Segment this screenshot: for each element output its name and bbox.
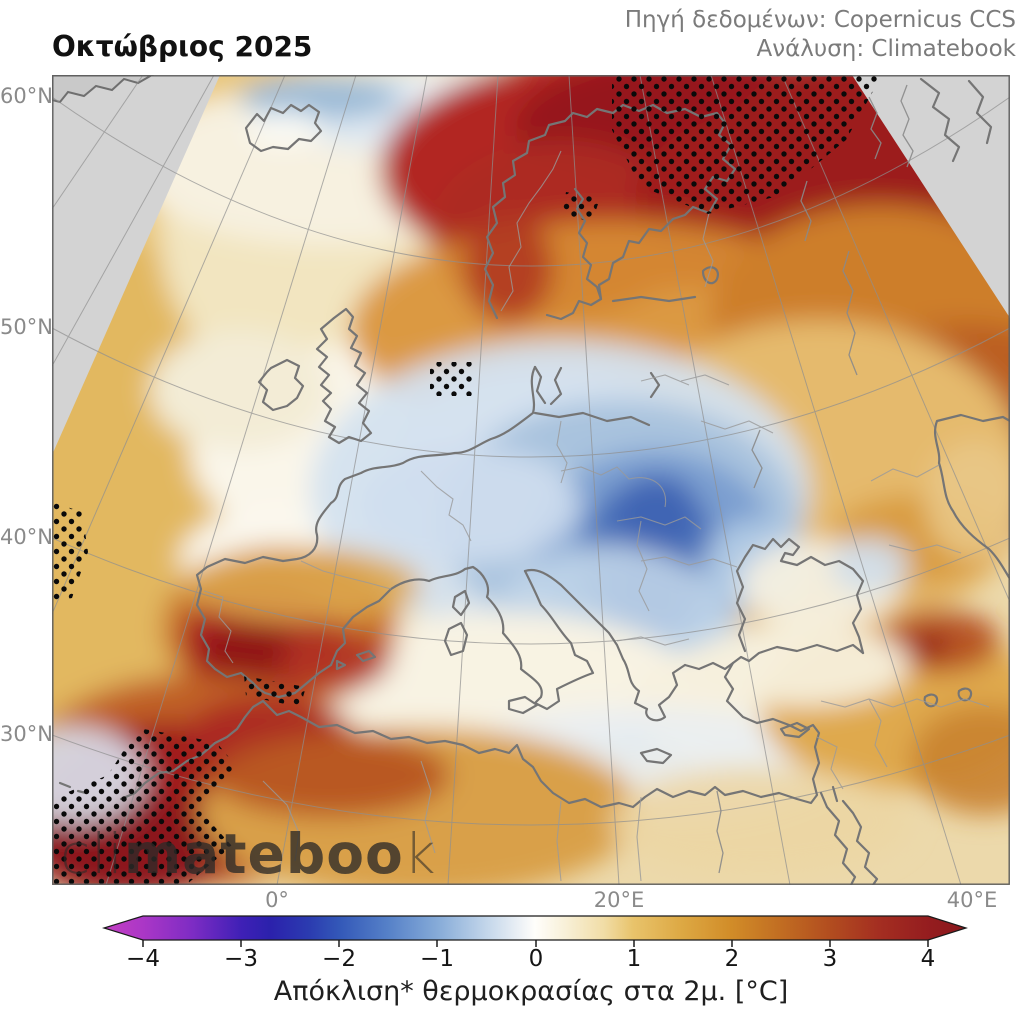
stipple-overlay [52, 75, 882, 885]
colorbar-tick-label: 1 [626, 946, 642, 972]
lat-label-50n: 50°N [0, 315, 53, 339]
rivers [716, 84, 914, 874]
watermark-bold: mateboo [123, 822, 404, 886]
lat-label-40n: 40°N [0, 525, 53, 549]
colorbar-tick-label: 2 [724, 946, 740, 972]
colorbar-gradient-bar [101, 915, 968, 941]
source-attribution: Πηγή δεδομένων: Copernicus CCS Ανάλυση: … [625, 6, 1016, 65]
page-title: Οκτώβριος 2025 [52, 30, 313, 63]
coastlines [58, 77, 1010, 885]
colorbar-tick-label: −3 [224, 946, 258, 972]
watermark-light-suffix: k [403, 822, 437, 886]
lat-label-30n: 30°N [0, 722, 53, 746]
watermark-logo: climatebook [60, 822, 437, 886]
lon-label-0: 0° [265, 888, 289, 912]
nodata-wedge-topright [852, 75, 1010, 318]
colorbar-tick-label: 0 [528, 946, 544, 972]
map-frame [52, 75, 1010, 885]
colorbar-caption: Απόκλιση* θερμοκρασίας στα 2μ. [°C] [273, 976, 789, 1007]
colorbar-tick-label: −2 [322, 946, 356, 972]
nodata-wedge-topleft [52, 75, 220, 455]
lat-label-60n: 60°N [0, 84, 53, 108]
colorbar [101, 915, 968, 947]
lon-label-40e: 40°E [946, 888, 998, 912]
graticule [52, 75, 1010, 885]
data-source-line: Πηγή δεδομένων: Copernicus CCS [624, 7, 1016, 33]
lon-label-20e: 20°E [593, 888, 645, 912]
colorbar-tick-label: −1 [420, 946, 454, 972]
colorbar-tick-marks [142, 940, 929, 947]
country-borders [203, 150, 990, 882]
analysis-line: Ανάλυση: Climatebook [756, 36, 1016, 63]
colorbar-tick-label: −4 [126, 946, 160, 972]
colorbar-tick-label: 4 [920, 946, 936, 972]
anomaly-map-canvas [52, 75, 1010, 885]
watermark-light-prefix: cli [60, 822, 124, 886]
colorbar-tick-label: 3 [822, 946, 838, 972]
